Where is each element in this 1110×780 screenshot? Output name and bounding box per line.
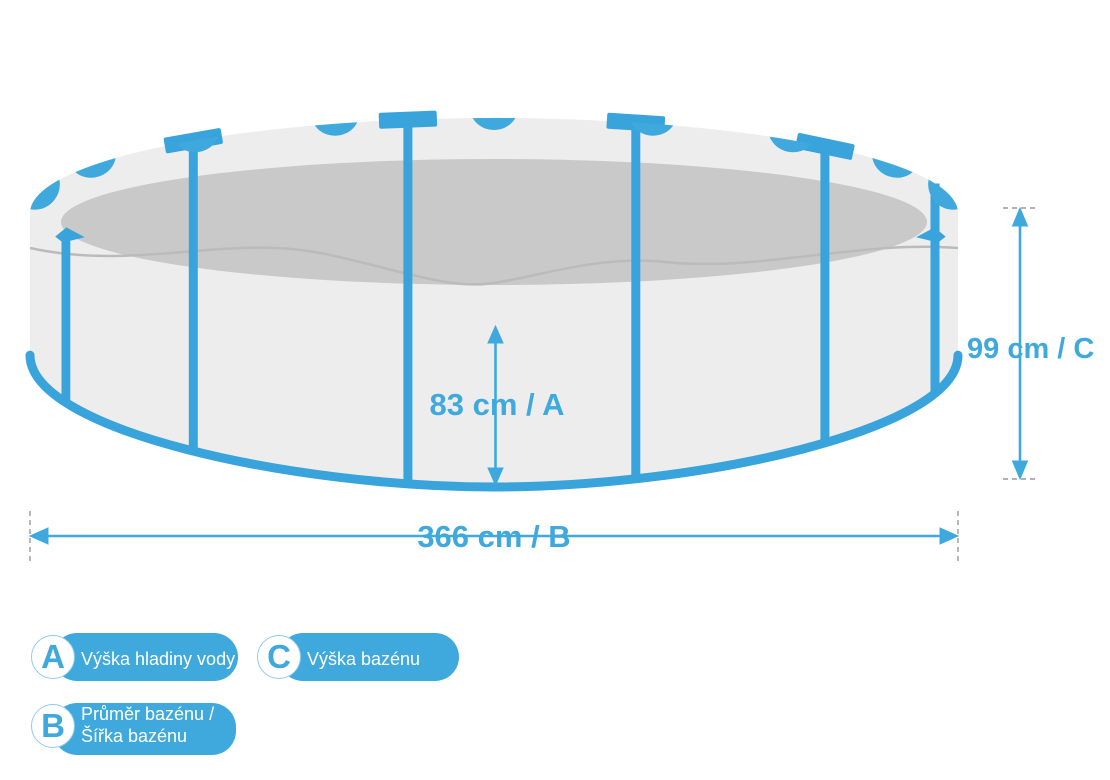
svg-text:83 cm / A: 83 cm / A xyxy=(430,387,565,422)
svg-text:366 cm / B: 366 cm / B xyxy=(417,519,570,554)
svg-text:99 cm / C: 99 cm / C xyxy=(967,333,1094,365)
svg-text:B: B xyxy=(41,707,65,744)
svg-text:Výška hladiny vody: Výška hladiny vody xyxy=(81,649,235,669)
svg-text:Průměr bazénu /: Průměr bazénu / xyxy=(81,704,214,724)
svg-text:A: A xyxy=(41,638,65,675)
svg-text:C: C xyxy=(267,638,291,675)
svg-text:Šířka bazénu: Šířka bazénu xyxy=(81,725,187,746)
svg-text:Výška bazénu: Výška bazénu xyxy=(307,649,420,669)
